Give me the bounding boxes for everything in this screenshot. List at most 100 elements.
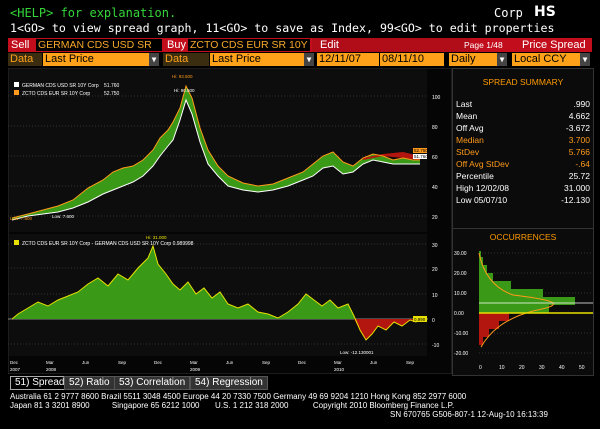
x-tick-year: 2010 — [334, 367, 345, 372]
currency-dropdown-icon[interactable]: ▼ — [580, 53, 590, 66]
legend-swatch-german — [14, 82, 19, 87]
lower-ytick: 30 — [432, 243, 438, 249]
x-tick-month: Jun — [226, 360, 234, 365]
end-date-field[interactable]: 08/11/10 — [380, 53, 444, 66]
summary-row-low: Low 05/07/10 -12.130 — [456, 195, 590, 205]
occ-xtick: 0 — [479, 365, 482, 371]
occurrences-histogram[interactable]: 30.00 20.00 10.00 0.00 -10.00 -20.00 0 1… — [453, 243, 593, 373]
occ-xtick: 10 — [499, 365, 505, 371]
x-tick-month: Mar — [334, 360, 342, 365]
hi-label-zcto: Hi: 93.500 — [172, 74, 193, 79]
legend-zcto-value: 52.750 — [104, 91, 120, 97]
summary-row-off-avg-stdev: Off Avg StDev -.64 — [456, 159, 590, 169]
tab-correlation[interactable]: 53) Correlation — [114, 376, 191, 390]
occ-ytick: -10.00 — [454, 331, 468, 337]
command-bar: Sell GERMAN CDS USD SR Buy ZCTO CDS EUR … — [8, 38, 592, 52]
buy-security-field[interactable]: ZCTO CDS EUR SR 10Y — [188, 39, 310, 51]
last-value-german: 51.760 — [414, 154, 428, 159]
function-title: Price Spread — [522, 39, 586, 51]
occ-ytick: -20.00 — [454, 351, 468, 357]
spread-fill-negative — [363, 152, 420, 160]
x-tick-month: Mar — [46, 360, 54, 365]
upper-ytick: 20 — [432, 215, 438, 221]
footer-line-1: Australia 61 2 9777 8600 Brazil 5511 304… — [10, 392, 467, 401]
x-tick-month: Dec — [154, 360, 163, 365]
upper-ytick: 100 — [432, 95, 441, 101]
last-tag-spread — [413, 316, 427, 322]
period-dropdown-icon[interactable]: ▼ — [497, 53, 507, 66]
function-line: 1<GO> to view spread graph, 11<GO> to sa… — [10, 21, 555, 35]
lower-ytick: -10 — [432, 343, 439, 349]
occ-ytick: 0.00 — [454, 311, 464, 317]
x-tick-month: Sep — [406, 360, 415, 365]
data2-select[interactable]: Last Price — [210, 53, 304, 66]
occ-xtick: 20 — [519, 365, 525, 371]
lower-spread-fill-negative — [354, 319, 420, 340]
spread-fill-positive — [12, 86, 420, 220]
legend-swatch-zcto — [14, 90, 19, 95]
upper-ytick: 60 — [432, 155, 438, 161]
legend-spread: ZCTO CDS EUR SR 10Y Corp - GERMAN CDS US… — [22, 241, 194, 247]
tab-spread[interactable]: 51) Spread — [10, 376, 70, 390]
edit-button[interactable]: Edit — [312, 38, 470, 52]
occ-xtick: 30 — [539, 365, 545, 371]
summary-row-percentile: Percentile 25.72 — [456, 171, 590, 181]
occ-ytick: 30.00 — [454, 251, 467, 257]
x-tick-year: 2007 — [10, 367, 21, 372]
last-value-spread: 0.990 — [414, 317, 426, 322]
legend-zcto: ZCTO CDS EUR SR 10Y Corp — [22, 91, 90, 97]
upper-ytick: 40 — [432, 185, 438, 191]
function-mnemonic: HS — [534, 4, 556, 20]
price-spread-chart[interactable]: GERMAN CDS USD SR 10Y Corp 51.760 ZCTO C… — [8, 68, 452, 374]
lower-ytick: 10 — [432, 293, 438, 299]
occurrences-panel: OCCURRENCES 30.00 20.00 10.00 0.00 -10.0… — [452, 228, 594, 376]
start-date-field[interactable]: 12/11/07 — [317, 53, 379, 66]
low-label-german: Low: 7.600 — [52, 214, 75, 219]
lower-ytick: 20 — [432, 267, 438, 273]
occ-xtick: 50 — [579, 365, 585, 371]
spread-summary-title: SPREAD SUMMARY — [482, 77, 564, 87]
data1-select[interactable]: Last Price — [43, 53, 149, 66]
sell-security-field[interactable]: GERMAN CDS USD SR — [36, 39, 162, 51]
buy-label: Buy — [167, 39, 186, 51]
period-select[interactable]: Daily — [449, 53, 497, 66]
last-tag-german — [413, 154, 427, 159]
last-value-zcto: 52.750 — [414, 148, 428, 153]
data-bar: Data Last Price ▼ Data Last Price ▼ 12/1… — [8, 53, 592, 67]
data2-dropdown-icon[interactable]: ▼ — [304, 53, 314, 66]
page-indicator: Page 1/48 — [464, 40, 503, 50]
summary-row-off-avg: Off Avg -3.672 — [456, 123, 590, 133]
summary-row-last: Last .990 — [456, 99, 590, 109]
low-label-spread: Low: -12.130001 — [340, 350, 374, 355]
currency-select[interactable]: Local CCY — [512, 53, 580, 66]
occurrences-title: OCCURRENCES — [489, 232, 557, 242]
sell-label: Sell — [11, 39, 30, 51]
lower-spread-fill-positive — [12, 246, 354, 319]
last-tag-zcto — [413, 148, 427, 153]
summary-row-mean: Mean 4.662 — [456, 111, 590, 121]
legend-german-value: 51.760 — [104, 83, 120, 89]
hi-label-spread: Hi: 31.000 — [146, 235, 167, 240]
zcto-cds-line — [11, 84, 420, 219]
x-tick-month: Sep — [118, 360, 127, 365]
x-tick-month: Jun — [82, 360, 90, 365]
summary-row-stdev: StDev 5.766 — [456, 147, 590, 157]
x-tick-year: 2009 — [190, 367, 201, 372]
help-line: <HELP> for explanation. — [10, 6, 177, 20]
x-tick-month: Sep — [262, 360, 271, 365]
security-type: Corp — [494, 6, 523, 20]
tab-regression[interactable]: 54) Regression — [190, 376, 268, 390]
tab-ratio[interactable]: 52) Ratio — [64, 376, 115, 390]
lower-ytick: 0 — [432, 318, 435, 324]
data1-dropdown-icon[interactable]: ▼ — [149, 53, 159, 66]
occ-ytick: 20.00 — [454, 271, 467, 277]
occ-ytick: 10.00 — [454, 291, 467, 297]
x-tick-month: Dec — [298, 360, 307, 365]
data1-label: Data — [8, 53, 42, 66]
upper-ytick: 80 — [432, 125, 438, 131]
x-tick-year: 2008 — [46, 367, 57, 372]
legend-swatch-spread — [14, 240, 19, 245]
hi-label-german: Hi: 90.500 — [174, 88, 195, 93]
data2-label: Data — [163, 53, 209, 66]
x-tick-month: Mar — [190, 360, 198, 365]
